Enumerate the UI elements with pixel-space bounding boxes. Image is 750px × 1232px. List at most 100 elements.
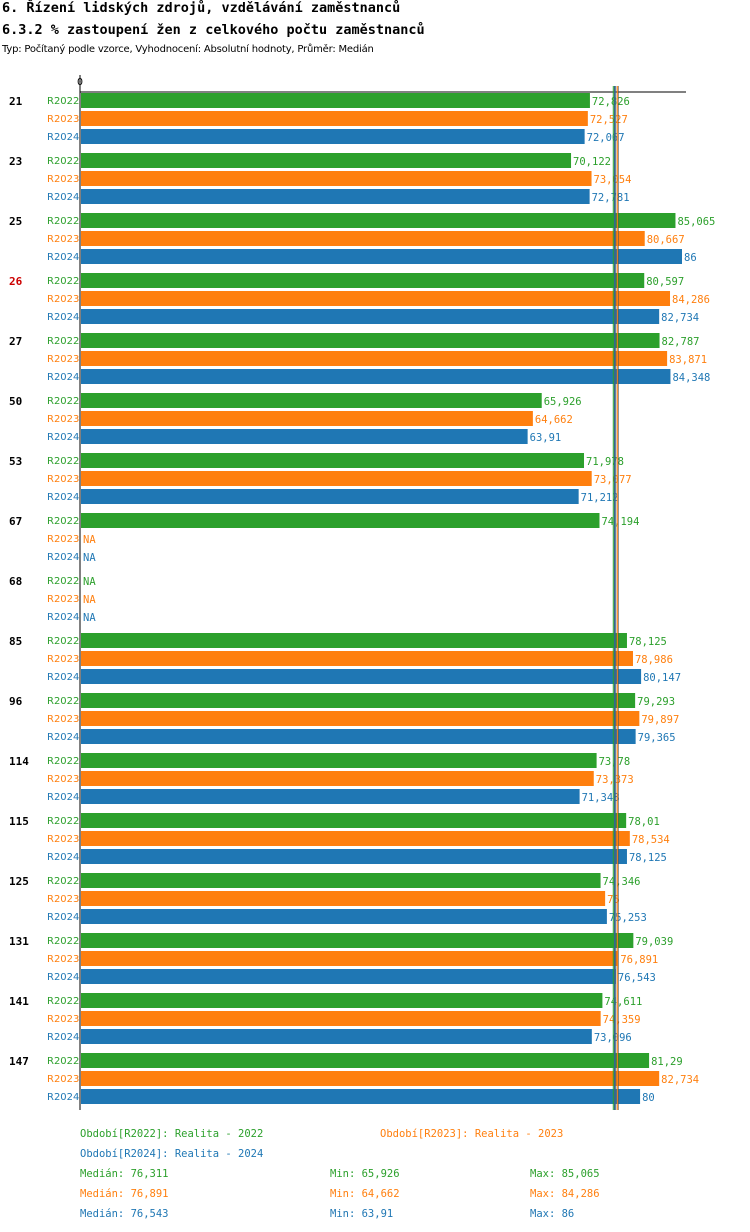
data-label: 78,125 bbox=[629, 636, 667, 648]
bar bbox=[81, 93, 590, 108]
series-label: R2022 bbox=[47, 696, 79, 707]
data-label: 86 bbox=[684, 252, 697, 264]
bar bbox=[81, 153, 572, 168]
series-label: R2022 bbox=[47, 396, 79, 407]
data-label: 80 bbox=[642, 1092, 655, 1104]
bar bbox=[81, 1089, 641, 1104]
data-label: 80,667 bbox=[647, 234, 685, 246]
series-label: R2023 bbox=[47, 114, 79, 125]
series-label: R2024 bbox=[47, 312, 79, 323]
data-label: 72,826 bbox=[592, 96, 630, 108]
data-label: NA bbox=[83, 552, 96, 564]
bar bbox=[81, 993, 603, 1008]
series-label: R2022 bbox=[47, 636, 79, 647]
series-label: R2022 bbox=[47, 756, 79, 767]
data-label: 81,29 bbox=[651, 1056, 683, 1068]
bar bbox=[81, 351, 668, 366]
group-label: 26 bbox=[9, 275, 23, 288]
bar bbox=[81, 849, 627, 864]
series-label: R2023 bbox=[47, 174, 79, 185]
data-label: 78,125 bbox=[629, 852, 667, 864]
data-label: 74,611 bbox=[604, 996, 642, 1008]
bar bbox=[81, 873, 601, 888]
data-label: 82,734 bbox=[661, 1074, 699, 1086]
data-label: 72,067 bbox=[587, 132, 625, 144]
data-label: 76,891 bbox=[620, 954, 658, 966]
bar bbox=[81, 933, 634, 948]
data-label: 65,926 bbox=[544, 396, 582, 408]
series-label: R2022 bbox=[47, 96, 79, 107]
bar bbox=[81, 189, 590, 204]
bar bbox=[81, 273, 645, 288]
bar bbox=[81, 231, 645, 246]
series-label: R2024 bbox=[47, 792, 79, 803]
data-label: 80,147 bbox=[643, 672, 681, 684]
series-label: R2024 bbox=[47, 1092, 79, 1103]
page-title: 6. Řízení lidských zdrojů, vzdělávání za… bbox=[2, 0, 401, 16]
group-label: 68 bbox=[9, 575, 22, 588]
bar bbox=[81, 669, 642, 684]
bar bbox=[81, 729, 636, 744]
series-label: R2024 bbox=[47, 492, 79, 503]
series-label: R2022 bbox=[47, 216, 79, 227]
series-label: R2024 bbox=[47, 432, 79, 443]
series-label: R2024 bbox=[47, 612, 79, 623]
legend-period-r2022: Období[R2022]: Realita - 2022 bbox=[80, 1128, 264, 1140]
stat-min-r2023: Min: 64,662 bbox=[330, 1188, 400, 1200]
group-label: 115 bbox=[9, 815, 29, 828]
stat-min-r2022: Min: 65,926 bbox=[330, 1168, 400, 1180]
series-label: R2022 bbox=[47, 456, 79, 467]
series-label: R2024 bbox=[47, 852, 79, 863]
group-label: 147 bbox=[9, 1055, 29, 1068]
series-label: R2023 bbox=[47, 354, 79, 365]
group-label: 53 bbox=[9, 455, 22, 468]
group-label: 114 bbox=[9, 755, 29, 768]
data-label: NA bbox=[83, 612, 96, 624]
series-label: R2024 bbox=[47, 1032, 79, 1043]
data-label: 78,986 bbox=[635, 654, 673, 666]
bar bbox=[81, 471, 592, 486]
group-label: 50 bbox=[9, 395, 22, 408]
series-label: R2023 bbox=[47, 474, 79, 485]
bar bbox=[81, 693, 636, 708]
data-label: 80,597 bbox=[646, 276, 684, 288]
bar bbox=[81, 489, 579, 504]
series-label: R2022 bbox=[47, 996, 79, 1007]
series-label: R2022 bbox=[47, 1056, 79, 1067]
data-label: 74,194 bbox=[601, 516, 639, 528]
data-label: 71,348 bbox=[582, 792, 620, 804]
data-label: NA bbox=[83, 594, 96, 606]
bar bbox=[81, 429, 528, 444]
series-label: R2023 bbox=[47, 1014, 79, 1025]
chart-info: Typ: Počítaný podle vzorce, Vyhodnocení:… bbox=[2, 44, 374, 55]
bar bbox=[81, 291, 671, 306]
series-label: R2024 bbox=[47, 552, 79, 563]
data-label: 64,662 bbox=[535, 414, 573, 426]
bar bbox=[81, 711, 640, 726]
series-label: R2023 bbox=[47, 714, 79, 725]
series-label: R2024 bbox=[47, 912, 79, 923]
group-label: 96 bbox=[9, 695, 23, 708]
data-label: 76,543 bbox=[618, 972, 656, 984]
bar bbox=[81, 309, 660, 324]
bar bbox=[81, 651, 633, 666]
data-label: 79,039 bbox=[635, 936, 673, 948]
group-label: 27 bbox=[9, 335, 22, 348]
bar bbox=[81, 1053, 650, 1068]
series-label: R2024 bbox=[47, 732, 79, 743]
bar bbox=[81, 1029, 592, 1044]
stat-max-r2023: Max: 84,286 bbox=[530, 1188, 600, 1200]
series-label: R2024 bbox=[47, 192, 79, 203]
bar bbox=[81, 789, 580, 804]
bar bbox=[81, 831, 630, 846]
bar bbox=[81, 753, 597, 768]
group-label: 141 bbox=[9, 995, 29, 1008]
chart-subtitle: 6.3.2 % zastoupení žen z celkového počtu… bbox=[2, 22, 425, 38]
group-label: 67 bbox=[9, 515, 22, 528]
bar bbox=[81, 111, 588, 126]
data-label: 72,781 bbox=[592, 192, 630, 204]
data-label: 79,293 bbox=[637, 696, 675, 708]
series-label: R2022 bbox=[47, 816, 79, 827]
stat-median-r2024: Medián: 76,543 bbox=[80, 1208, 169, 1220]
